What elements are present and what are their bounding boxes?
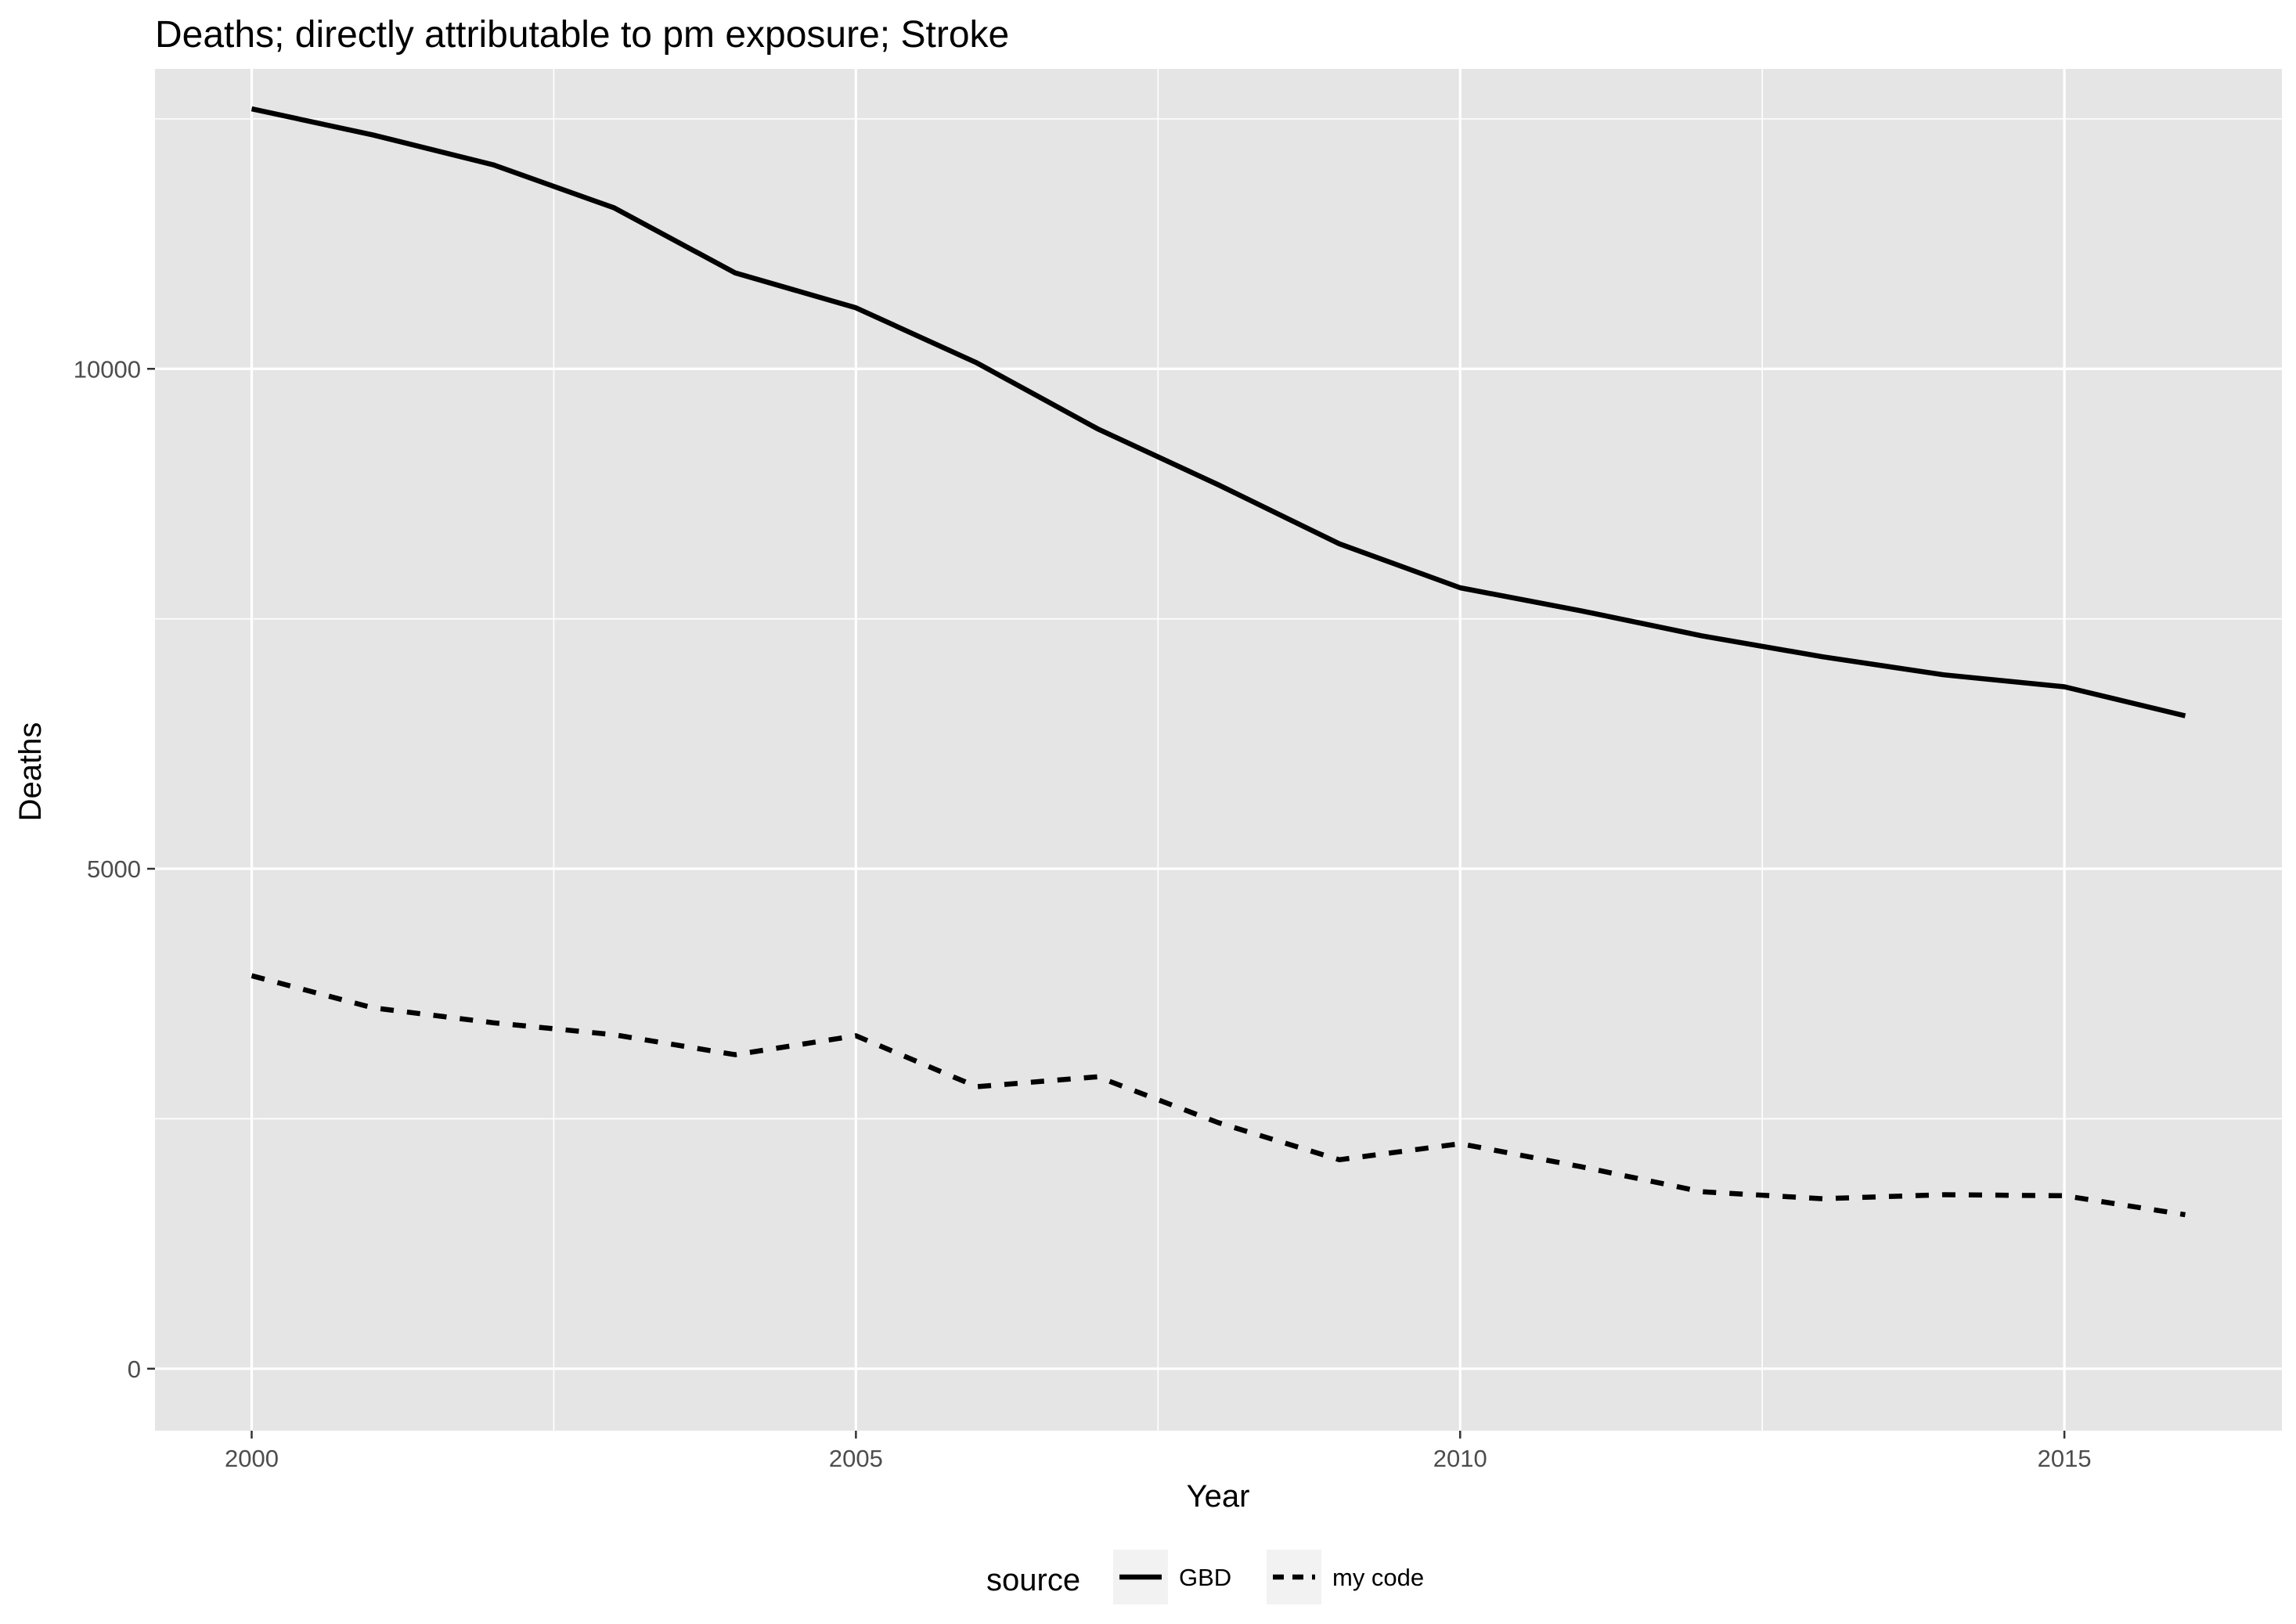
x-tick-label: 2000: [225, 1445, 279, 1472]
y-tick-label: 10000: [74, 355, 141, 383]
chart-title: Deaths; directly attributable to pm expo…: [155, 14, 1009, 56]
legend-title: source: [986, 1563, 1080, 1597]
legend-entry-label: GBD: [1179, 1564, 1231, 1591]
y-axis-title: Deaths: [13, 722, 48, 822]
y-tick-label: 0: [128, 1356, 141, 1383]
x-axis-title: Year: [1187, 1479, 1250, 1514]
plot-panel: [155, 69, 2282, 1431]
axes: 2000 2005 2010 2015 0 5000 10000: [74, 355, 2092, 1472]
legend-entry-label: my code: [1332, 1564, 1424, 1591]
x-tick-label: 2005: [829, 1445, 883, 1472]
x-tick-label: 2015: [2038, 1445, 2092, 1472]
series-line-gbd: [251, 106, 2186, 718]
series-lines: [251, 106, 2186, 1218]
y-tick-label: 5000: [87, 855, 141, 883]
series-line-my-code: [251, 973, 2186, 1218]
legend: source GBD my code: [986, 1550, 1424, 1604]
panel-background: [155, 69, 2282, 1431]
x-tick-label: 2010: [1433, 1445, 1487, 1472]
grid-lines: [155, 69, 2282, 1431]
